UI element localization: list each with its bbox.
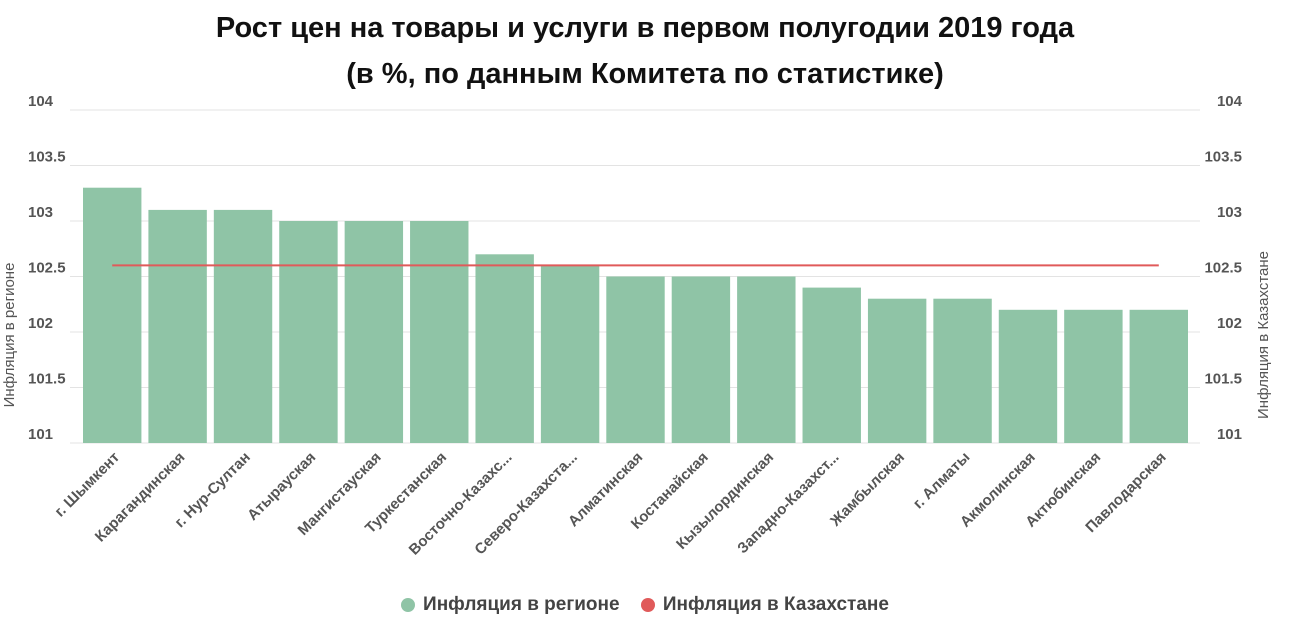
bar <box>344 221 404 443</box>
y-tick-label-left: 101 <box>28 426 53 443</box>
y-tick-label-right: 103 <box>1217 204 1242 221</box>
y-tick-label-right: 101 <box>1217 426 1242 443</box>
legend-label-region: Инфляция в регионе <box>423 594 620 615</box>
bar <box>606 276 665 443</box>
y-tick-label-right: 104 <box>1217 93 1243 110</box>
bar <box>475 254 534 443</box>
y-tick-label-right: 102 <box>1217 315 1242 332</box>
bar <box>998 309 1058 443</box>
y-tick-label-left: 103.5 <box>28 149 66 166</box>
y-axis-title-right: Инфляция в Казахстане <box>1255 251 1272 419</box>
bar <box>737 276 796 443</box>
bar <box>540 265 600 443</box>
bar <box>802 287 861 443</box>
bar <box>148 209 207 443</box>
bar <box>213 209 273 443</box>
chart-subtitle: (в %, по данным Комитета по статистике) <box>346 58 944 90</box>
legend-swatch-region <box>401 598 416 612</box>
y-tick-label-left: 102.5 <box>28 260 66 277</box>
legend: Инфляция в регионе Инфляция в Казахстане <box>0 594 1290 618</box>
chart-title: Рост цен на товары и услуги в первом пол… <box>215 12 1075 44</box>
bar <box>867 298 927 443</box>
y-tick-label-right: 103.5 <box>1204 149 1242 166</box>
legend-label-kazakhstan: Инфляция в Казахстане <box>662 594 889 615</box>
y-tick-label-left: 103 <box>28 204 53 221</box>
legend-swatch-kazakhstan <box>640 598 655 612</box>
bar <box>933 298 992 443</box>
y-tick-label-left: 101.5 <box>28 371 66 388</box>
bar <box>671 276 731 443</box>
y-axis-title-left: Инфляция в регионе <box>1 263 18 408</box>
y-tick-label-right: 101.5 <box>1204 371 1242 388</box>
x-tick-label: г. Шымкент <box>51 449 123 521</box>
bar <box>83 187 142 443</box>
bar <box>279 221 338 443</box>
bar <box>410 221 469 443</box>
bar <box>1129 309 1188 443</box>
x-tick-label: г. Алматы <box>910 449 974 513</box>
y-tick-label-right: 102.5 <box>1204 260 1242 277</box>
y-tick-label-left: 102 <box>28 315 53 332</box>
bar-chart: 101 101 101.5 101.5 102 102 102.5 102.5 103 103 10… <box>1 93 1272 559</box>
bar <box>1064 309 1123 443</box>
legend-item-kazakhstan[interactable]: Инфляция в Казахстане <box>640 594 889 616</box>
y-tick-label-left: 104 <box>28 93 54 110</box>
legend-item-region[interactable]: Инфляция в регионе <box>401 594 620 616</box>
